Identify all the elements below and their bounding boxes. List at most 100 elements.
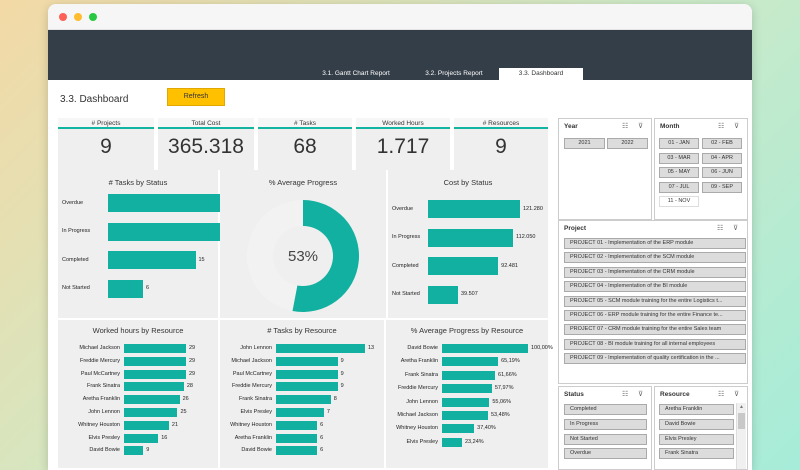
data-label: 13	[368, 345, 375, 351]
minimize-window-icon[interactable]	[74, 13, 82, 21]
slicer-item[interactable]: Elvis Presley	[659, 433, 734, 445]
category-label: Overdue	[392, 205, 414, 212]
kpi-value: 9	[495, 135, 507, 158]
kpi-value: 68	[293, 135, 317, 158]
multi-select-icon[interactable]: ☷	[622, 123, 629, 130]
data-label: 26	[182, 396, 189, 403]
multi-select-icon[interactable]: ☷	[622, 391, 629, 398]
chart-title: Cost by Status	[443, 178, 493, 187]
chart-bar	[124, 408, 178, 417]
kpi-label: # Tasks	[258, 118, 352, 129]
data-label: 6	[320, 421, 324, 428]
slicer-item[interactable]: PROJECT 03 - Implementation of the CRM m…	[564, 266, 746, 278]
slicer-item[interactable]: PROJECT 06 - ERP module training for the…	[564, 310, 746, 321]
chart-bar	[276, 356, 338, 366]
chart-bar	[124, 446, 144, 456]
tab-gantt-chart-report[interactable]: 3.1. Gantt Chart Report	[322, 70, 390, 77]
category-label: In Progress	[392, 234, 421, 240]
data-label: 29	[189, 357, 196, 364]
slicer-item[interactable]: 07 - JUL	[659, 181, 699, 193]
data-label: 6	[320, 447, 324, 454]
slicer-item[interactable]: 2022	[607, 138, 648, 149]
clear-filter-icon[interactable]: ⊽	[638, 391, 644, 398]
slicer-item[interactable]: PROJECT 09 - Implementation of quality c…	[564, 353, 746, 365]
multi-select-icon[interactable]: ☷	[717, 225, 724, 232]
month-slicer: Month ☷ ⊽ 01 - JAN 02 - FEB 03 - MAR 04 - A…	[654, 118, 748, 220]
slicer-item[interactable]: In Progress	[564, 418, 647, 430]
resource-slicer-scrollbar[interactable]: ▲	[736, 403, 746, 469]
slicer-item[interactable]: 05 - MAY	[659, 167, 699, 179]
data-label: 61,66%	[498, 371, 517, 378]
slicer-item[interactable]: 11 - NOV	[659, 196, 699, 208]
chart-bar	[108, 279, 143, 298]
clear-filter-icon[interactable]: ⊽	[733, 225, 739, 232]
slicer-item[interactable]: 2021	[564, 138, 605, 149]
average-progress-chart: % Average Progress 53%	[220, 170, 386, 318]
multi-select-icon[interactable]: ☷	[718, 123, 725, 130]
tab-projects-report[interactable]: 3.2. Projects Report	[425, 70, 483, 77]
slicer-item[interactable]: 02 - FEB	[702, 138, 742, 149]
slicer-item[interactable]: PROJECT 07 - CRM module training for the…	[564, 324, 746, 336]
kpi-tasks: # Tasks 68	[258, 118, 352, 170]
slicer-item[interactable]: Completed	[564, 404, 647, 415]
category-label: Paul McCartney	[232, 370, 272, 377]
data-label: 7	[326, 409, 330, 415]
slicer-title: Project	[564, 225, 587, 232]
slicer-item[interactable]: PROJECT 04 - Implementation of the BI mo…	[564, 281, 746, 293]
category-label: Overdue	[62, 199, 84, 206]
chart-bar	[124, 356, 186, 366]
category-label: Elvis Presley	[88, 434, 120, 441]
data-label: 39.507	[460, 291, 478, 297]
slicer-title: Month	[660, 123, 680, 130]
slicer-item[interactable]: PROJECT 05 - SCM module training for the…	[564, 295, 746, 307]
slicer-title: Status	[564, 391, 584, 398]
category-label: Michael Jackson	[231, 357, 272, 364]
maximize-window-icon[interactable]	[89, 13, 97, 21]
slicer-item[interactable]: 01 - JAN	[659, 138, 699, 149]
slicer-item[interactable]: 03 - MAR	[659, 152, 699, 164]
slicer-item[interactable]: 04 - APR	[702, 152, 742, 164]
chart-bar	[276, 369, 338, 379]
data-label: 28	[186, 383, 193, 390]
kpi-value: 1.717	[376, 135, 430, 158]
data-label: 29	[189, 345, 196, 351]
refresh-button[interactable]: Refresh	[167, 88, 225, 106]
kpi-label: Worked Hours	[356, 118, 450, 129]
chart-bar	[442, 370, 496, 380]
slicer-item[interactable]: PROJECT 02 - Implementation of the SCM m…	[564, 252, 746, 264]
clear-filter-icon[interactable]: ⊽	[638, 123, 644, 130]
chart-bar	[442, 357, 499, 367]
chart-title: % Average Progress	[268, 178, 338, 187]
slicer-item[interactable]: Aretha Franklin	[659, 404, 734, 415]
tasks-by-status-chart: # Tasks by Status Overdue24In Progress23…	[58, 170, 257, 318]
chart-bar	[108, 194, 248, 212]
slicer-item[interactable]: PROJECT 08 - BI module training for all …	[564, 338, 746, 350]
tab-dashboard[interactable]: 3.3. Dashboard	[499, 68, 583, 80]
tab-strip	[48, 70, 752, 80]
slicer-item[interactable]: 09 - SEP	[702, 181, 742, 193]
slicer-item[interactable]: PROJECT 01 - Implementation of the ERP m…	[564, 238, 746, 249]
chart-bar	[442, 344, 528, 353]
chart-bar	[276, 382, 338, 392]
scroll-up-icon[interactable]: ▲	[739, 404, 744, 410]
clear-filter-icon[interactable]: ⊽	[734, 391, 740, 398]
category-label: Completed	[392, 262, 419, 269]
chart-bar	[276, 446, 318, 456]
slicer-item[interactable]: Frank Sinatra	[659, 448, 734, 460]
slicer-item[interactable]: Not Started	[564, 433, 647, 445]
multi-select-icon[interactable]: ☷	[718, 391, 725, 398]
donut-center-label: 53%	[288, 248, 318, 265]
window-titlebar	[48, 4, 752, 30]
category-label: In Progress	[62, 228, 91, 234]
slicer-item[interactable]: 06 - JUN	[702, 167, 742, 179]
category-label: David Bowie	[407, 345, 438, 351]
data-label: 25	[180, 409, 187, 415]
category-label: Not Started	[62, 285, 90, 291]
close-window-icon[interactable]	[59, 13, 67, 21]
data-label: 23,24%	[464, 438, 484, 445]
slicer-item[interactable]: David Bowie	[659, 418, 734, 430]
slicer-item[interactable]: Overdue	[564, 448, 647, 460]
scroll-thumb[interactable]	[738, 413, 745, 429]
data-label: 15	[198, 256, 205, 263]
clear-filter-icon[interactable]: ⊽	[734, 123, 740, 130]
